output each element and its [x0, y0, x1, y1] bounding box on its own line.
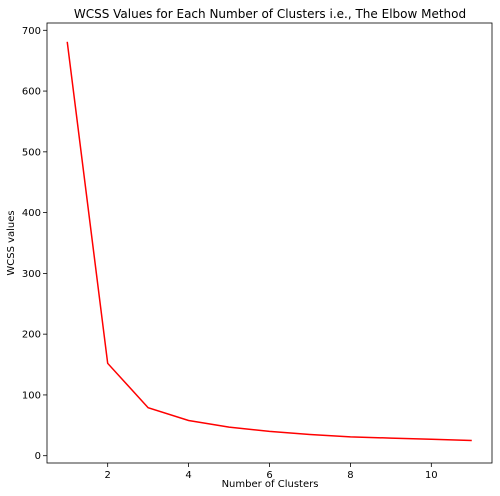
y-tick-label: 400	[22, 208, 41, 219]
y-axis-label: WCSS values	[6, 210, 17, 275]
y-tick-label: 200	[22, 330, 41, 341]
x-tick-label: 4	[185, 470, 191, 481]
x-tick-label: 6	[266, 470, 272, 481]
y-tick-label: 500	[22, 147, 41, 158]
x-tick-label: 2	[104, 470, 110, 481]
plot-frame	[46, 22, 493, 464]
x-tick-label: 10	[425, 470, 438, 481]
y-tick-label: 0	[35, 451, 41, 462]
chart-title: WCSS Values for Each Number of Clusters …	[74, 7, 466, 21]
y-axis-ticks: 0 100 200 300 400 500 600 700	[22, 26, 47, 462]
y-tick-label: 600	[22, 87, 41, 98]
x-axis-label: Number of Clusters	[222, 479, 319, 490]
plot-area: 2 4 6 8 10 0 100 200 300 400 500 600 700	[22, 22, 493, 481]
wcss-series-line	[66, 41, 472, 442]
y-tick-label: 300	[22, 269, 41, 280]
y-tick-label: 700	[22, 26, 41, 37]
y-tick-label: 100	[22, 390, 41, 401]
x-tick-label: 8	[347, 470, 353, 481]
x-axis-ticks: 2 4 6 8 10	[104, 463, 438, 481]
